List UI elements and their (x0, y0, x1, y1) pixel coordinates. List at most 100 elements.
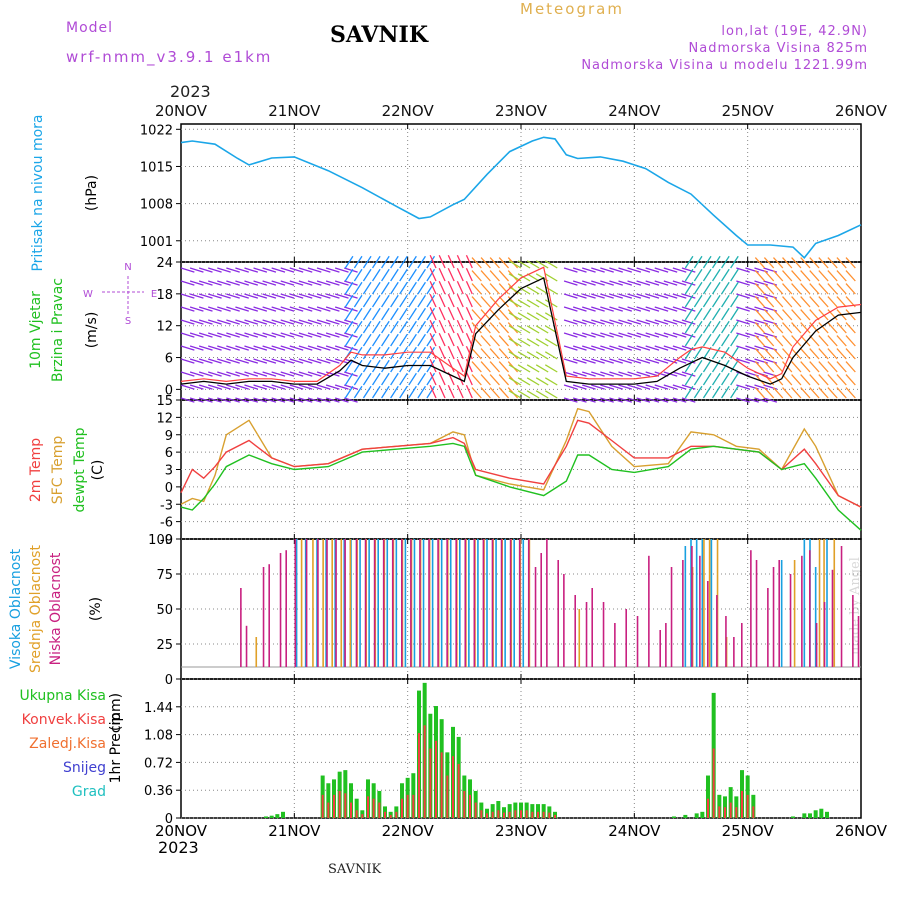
wind-barb (447, 384, 455, 399)
wind-barb (711, 372, 721, 386)
wind-barb (325, 267, 340, 273)
wind-barb (208, 293, 222, 299)
wind-barb (636, 358, 651, 364)
wind-barb (465, 293, 473, 308)
wind-barb (791, 257, 802, 269)
model-label: Model (66, 20, 114, 36)
dewpt-temp-line (180, 442, 862, 531)
wind-barb (600, 280, 614, 286)
wind-barb (344, 384, 358, 390)
wind-barb (465, 371, 473, 386)
compass-south: S (125, 316, 131, 327)
wind-barb (563, 280, 578, 286)
wind-barb (684, 307, 694, 321)
wind-barb (809, 309, 820, 321)
wind-barb (198, 293, 213, 299)
wind-barb (447, 332, 455, 347)
wind-barb (353, 255, 363, 269)
wind-barb (447, 293, 455, 308)
wind-barb (736, 267, 750, 273)
wind-barb (362, 320, 372, 334)
wind-barb (791, 335, 802, 347)
precip-convective-bar (741, 790, 743, 818)
precip-convective-bar (429, 748, 432, 818)
y-tick-label: 75 (156, 568, 173, 583)
coordinates-label: lon,lat (19E, 42.9N) (721, 24, 868, 39)
precip-total-bar (541, 804, 546, 818)
wind-barb (426, 320, 436, 334)
y-tick-label: 1008 (140, 198, 173, 213)
wind-barb (702, 281, 712, 295)
wind-barb (526, 260, 540, 269)
wind-barb (508, 325, 522, 334)
wind-barb (721, 307, 730, 321)
wind-barb (636, 293, 651, 299)
wind-barb (353, 281, 363, 295)
wind-barb (381, 281, 390, 295)
precip-convective-bar (440, 752, 443, 818)
wind-barb (563, 358, 578, 364)
wind-barb (316, 384, 331, 390)
y-tick-label: -9 (160, 533, 173, 548)
wind-barb (526, 299, 540, 308)
wind-barb (818, 309, 829, 321)
wind-barb (253, 358, 268, 364)
wind-barb (672, 280, 687, 286)
wind-barb (800, 283, 811, 295)
wind-barb (711, 294, 721, 308)
wind-barb (711, 320, 721, 334)
wind-barb (526, 325, 540, 334)
wind-barb (307, 319, 322, 325)
wind-barb (189, 371, 204, 377)
wind-barb (489, 322, 500, 334)
wind-barb (271, 397, 286, 403)
wind-barb (426, 333, 436, 347)
wind-barb (800, 296, 811, 308)
wind-barb (381, 320, 390, 334)
wind-barb (645, 371, 660, 377)
precip-total-bar (507, 804, 512, 818)
wind-barb (563, 345, 578, 351)
wind-barb (702, 320, 712, 334)
precip-total-bar (490, 804, 495, 818)
wind-barb (721, 281, 730, 295)
x-tick-label-bottom: 20NOV (155, 822, 208, 840)
wind-barb (362, 385, 372, 399)
temp-units: (C) (90, 460, 106, 481)
wind-barb (399, 294, 408, 308)
wind-barb (693, 346, 703, 360)
wind-barb (262, 384, 277, 390)
wind-barb (782, 309, 793, 321)
wind-barb (702, 372, 712, 386)
wind-barb (763, 296, 775, 308)
wind-barb (845, 361, 856, 373)
wind-barb (417, 307, 426, 321)
wind-barb (572, 345, 587, 351)
precip-legend-item: Grad (72, 784, 106, 800)
wind-barb (244, 280, 259, 286)
wind-barb (480, 335, 491, 347)
wind-barb (399, 268, 408, 282)
wind-barb (198, 345, 213, 351)
wind-barb (672, 358, 687, 364)
wind-barb (316, 280, 331, 286)
wind-barb (827, 257, 838, 269)
wind-barb (730, 294, 739, 308)
wind-barb (489, 283, 500, 295)
precip-convective-bar (735, 807, 738, 818)
wind-barb (818, 335, 829, 347)
wind-barb (636, 267, 651, 273)
wind-barbs (180, 254, 856, 403)
precip-convective-bar (355, 810, 358, 818)
wind-barb (563, 371, 578, 377)
x-tick-label-top: 23NOV (495, 102, 548, 120)
wind-barb (763, 397, 778, 403)
wind-barb (730, 320, 739, 334)
wind-barb (517, 260, 531, 269)
wind-barb (693, 333, 703, 347)
wind-barb (535, 351, 549, 360)
wind-barb (408, 385, 417, 399)
precip-total-bar (536, 804, 540, 818)
precip-total-bar (694, 813, 699, 818)
wind-barb (609, 306, 623, 312)
